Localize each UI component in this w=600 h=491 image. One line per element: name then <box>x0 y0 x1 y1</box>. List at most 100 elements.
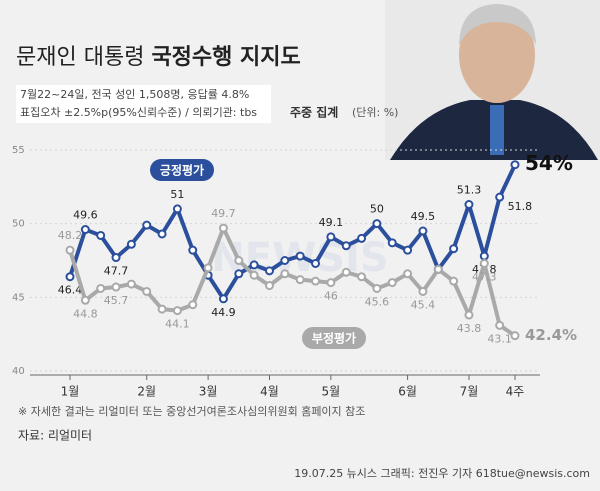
data-point <box>449 276 459 286</box>
data-label: 51.8 <box>508 200 532 213</box>
data-point <box>157 304 167 314</box>
data-point <box>295 251 305 261</box>
data-point <box>280 269 290 279</box>
legend-box <box>150 159 214 181</box>
unit: (단위: %) <box>352 106 398 119</box>
data-point <box>249 260 259 270</box>
data-point <box>142 286 152 296</box>
data-point <box>80 225 90 235</box>
data-point <box>96 230 106 240</box>
chart-title: 문재인 대통령 국정수행 지지도 <box>16 45 301 70</box>
data-point <box>479 251 489 261</box>
data-point <box>433 264 443 274</box>
data-label: 46 <box>324 290 338 303</box>
x-tick-label: 3월 <box>199 385 218 399</box>
data-point <box>188 300 198 310</box>
y-tick-label: 40 <box>12 366 25 377</box>
data-point <box>495 320 505 330</box>
data-label: 49.6 <box>73 209 98 222</box>
data-label: 42.4% <box>525 326 577 344</box>
data-point <box>357 272 367 282</box>
data-point <box>372 283 382 293</box>
data-point <box>479 258 489 268</box>
data-label: 44.1 <box>165 318 190 331</box>
data-point <box>111 282 121 292</box>
data-label: 50 <box>370 203 384 216</box>
data-point <box>65 272 75 282</box>
data-label: 44.9 <box>211 306 236 319</box>
legend-box <box>302 327 366 349</box>
data-point <box>510 160 520 170</box>
title-text: 문재인 대통령 <box>16 45 144 70</box>
subtitle: 표집오차 ±2.5%p(95%신뢰수준) / 의뢰기관: tbs <box>20 106 257 119</box>
data-point <box>449 244 459 254</box>
data-point <box>387 278 397 288</box>
data-point <box>142 220 152 230</box>
data-point <box>357 233 367 243</box>
data-point <box>341 267 351 277</box>
data-point <box>234 256 244 265</box>
data-point <box>403 245 413 255</box>
data-point <box>295 275 305 285</box>
data-point <box>249 270 259 280</box>
data-point <box>96 283 106 293</box>
data-point <box>203 263 213 273</box>
data-point <box>510 331 520 341</box>
data-point <box>234 269 244 279</box>
note: ※ 자세한 결과는 리얼미터 또는 중앙선거여론조사심의위원회 홈페이지 참조 <box>18 404 365 418</box>
credit: 19.07.25 뉴시스 그래픽: 전진우 기자 618tue@newsis.c… <box>294 467 590 480</box>
data-label: 49.1 <box>319 216 344 229</box>
data-point <box>464 200 474 210</box>
data-point <box>280 256 290 265</box>
data-point <box>264 281 274 291</box>
legend-label: 긍정평가 <box>160 163 204 178</box>
x-tick-label: 2월 <box>137 385 156 399</box>
data-point <box>326 278 336 288</box>
data-point <box>372 219 382 229</box>
data-point <box>311 258 321 268</box>
legend-label: 부정평가 <box>312 331 356 346</box>
x-tick-label: 4월 <box>260 385 279 399</box>
x-tick-label: 7월 <box>460 385 479 399</box>
x-tick-label: 4주 <box>506 385 525 399</box>
data-label: 48.2 <box>58 229 83 242</box>
y-tick-label: 55 <box>12 145 25 156</box>
data-label: 44.8 <box>73 307 98 320</box>
data-label: 49.5 <box>411 210 436 223</box>
data-point <box>172 306 182 316</box>
data-point <box>65 245 75 255</box>
data-point <box>418 226 428 236</box>
data-point <box>218 223 228 233</box>
data-point <box>387 238 397 248</box>
data-label: 43.8 <box>457 322 482 335</box>
data-label: 49.7 <box>211 207 236 220</box>
data-label: 54% <box>525 151 573 175</box>
data-label: 45.6 <box>365 295 390 308</box>
data-point <box>80 295 90 305</box>
data-point <box>341 241 351 251</box>
data-point <box>403 269 413 279</box>
data-point <box>126 239 136 249</box>
data-point <box>464 310 474 320</box>
portrait <box>385 0 600 160</box>
data-point <box>418 286 428 296</box>
subtitle-box <box>16 85 271 123</box>
title-emphasis: 국정수행 지지도 <box>151 45 300 70</box>
data-label: 45.4 <box>411 298 436 311</box>
x-tick-label: 1월 <box>61 385 80 399</box>
data-label: 47.7 <box>104 265 129 278</box>
data-label: 45.7 <box>104 294 129 307</box>
y-tick-label: 45 <box>12 292 25 303</box>
data-point <box>264 266 274 276</box>
data-point <box>311 276 321 286</box>
data-label: 51 <box>170 188 184 201</box>
subtitle: 7월22~24일, 전국 성인 1,508명, 응답률 4.8% <box>20 87 249 101</box>
data-label: 51.3 <box>457 184 482 197</box>
data-point <box>157 229 167 239</box>
data-point <box>495 192 505 202</box>
x-tick-label: 6월 <box>398 385 417 399</box>
x-tick-label: 5월 <box>322 385 341 399</box>
unit-note: 주중 집계 <box>290 105 338 120</box>
